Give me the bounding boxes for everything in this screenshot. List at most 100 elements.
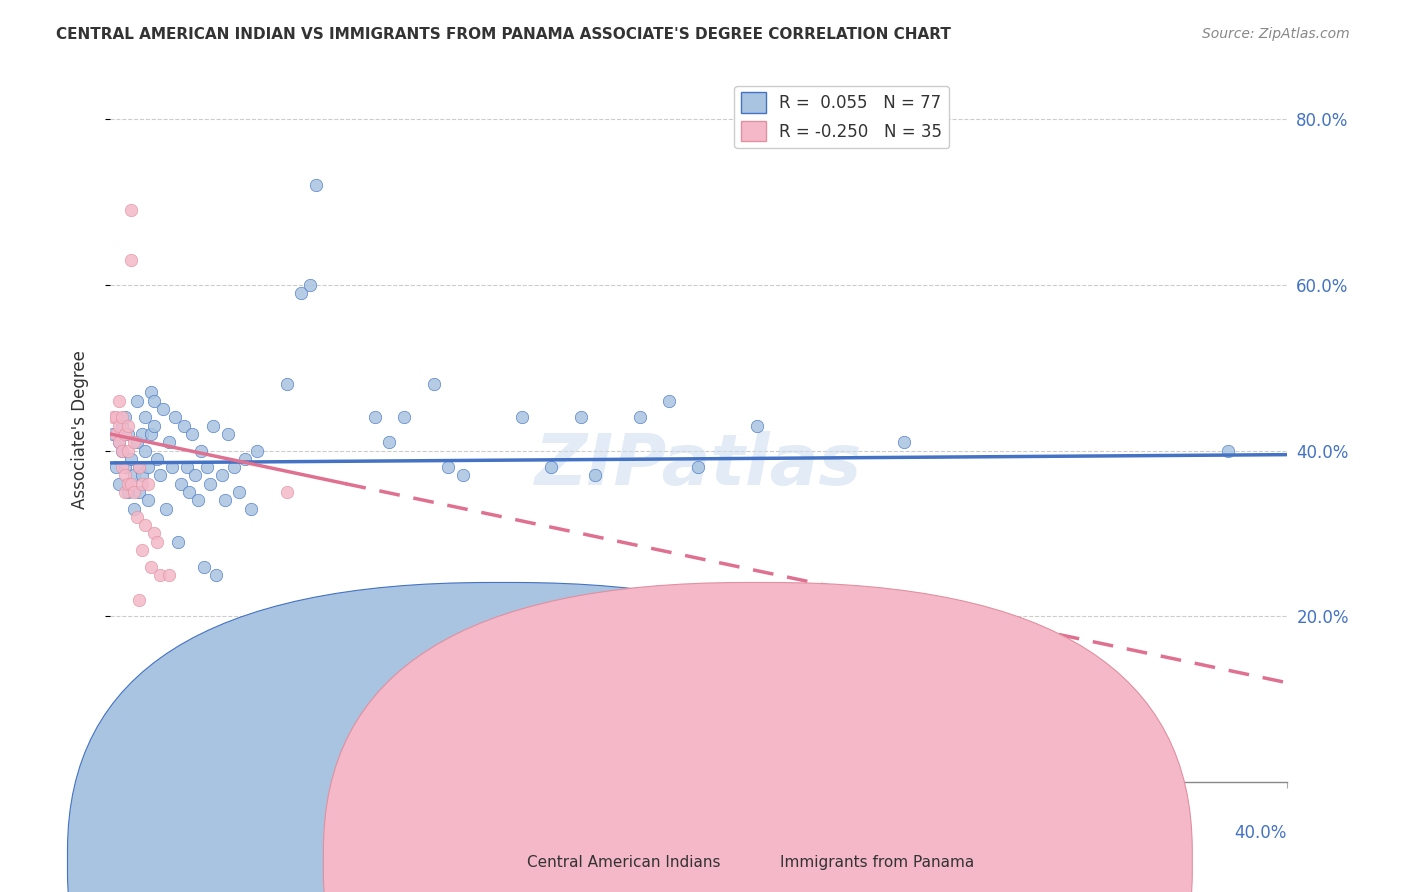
Point xyxy=(104,460,127,475)
Point xyxy=(108,435,131,450)
Point xyxy=(202,418,225,433)
Point xyxy=(240,501,263,516)
Point xyxy=(290,617,312,632)
Legend: R =  0.055   N = 77, R = -0.250   N = 35: R = 0.055 N = 77, R = -0.250 N = 35 xyxy=(734,86,949,148)
Point xyxy=(176,460,198,475)
Point xyxy=(299,277,322,292)
Point xyxy=(134,410,156,425)
Text: Central American Indians: Central American Indians xyxy=(527,855,721,870)
Point xyxy=(195,460,218,475)
Point xyxy=(292,617,315,632)
Point xyxy=(111,418,134,433)
Point xyxy=(305,178,328,193)
Point xyxy=(128,485,150,500)
Point xyxy=(128,460,150,475)
Point xyxy=(688,460,710,475)
Point xyxy=(169,476,191,491)
Point xyxy=(540,460,562,475)
Point xyxy=(276,377,298,392)
Point xyxy=(111,410,134,425)
Point xyxy=(136,493,159,508)
Point xyxy=(122,468,145,483)
Point xyxy=(246,443,269,458)
Point xyxy=(114,485,136,500)
Text: Immigrants from Panama: Immigrants from Panama xyxy=(780,855,974,870)
Point xyxy=(555,584,578,599)
Point xyxy=(117,443,139,458)
Point xyxy=(228,485,250,500)
Point xyxy=(136,460,159,475)
Point xyxy=(214,493,236,508)
Point xyxy=(628,410,651,425)
Point xyxy=(146,451,169,466)
Point xyxy=(364,410,387,425)
Point xyxy=(125,435,148,450)
Point xyxy=(114,426,136,441)
Y-axis label: Associate's Degree: Associate's Degree xyxy=(72,351,89,509)
Point xyxy=(193,559,215,574)
Point xyxy=(141,426,163,441)
Point xyxy=(149,468,172,483)
Point xyxy=(276,485,298,500)
Text: 40.0%: 40.0% xyxy=(1234,824,1286,842)
Point xyxy=(120,203,142,218)
Point xyxy=(155,501,177,516)
Point xyxy=(378,435,401,450)
Point xyxy=(114,468,136,483)
Point xyxy=(1216,443,1239,458)
Point xyxy=(131,468,153,483)
Point xyxy=(211,468,233,483)
Point xyxy=(181,426,204,441)
Point xyxy=(392,410,415,425)
Point xyxy=(122,485,145,500)
FancyBboxPatch shape xyxy=(323,582,1192,892)
Point xyxy=(510,410,533,425)
Point xyxy=(235,451,257,466)
Point xyxy=(141,385,163,400)
Point xyxy=(149,567,172,582)
Point xyxy=(101,426,124,441)
Point xyxy=(166,534,188,549)
Point xyxy=(114,460,136,475)
Point xyxy=(108,393,131,408)
Point xyxy=(163,410,186,425)
Point xyxy=(114,410,136,425)
Point xyxy=(217,426,239,441)
Point xyxy=(134,518,156,533)
Point xyxy=(422,377,444,392)
Point xyxy=(143,418,166,433)
Point xyxy=(152,402,174,417)
Point xyxy=(120,252,142,267)
Point xyxy=(222,460,245,475)
Point xyxy=(101,410,124,425)
Point xyxy=(569,410,592,425)
Point xyxy=(111,443,134,458)
Point xyxy=(122,435,145,450)
Point xyxy=(136,476,159,491)
Point xyxy=(131,476,153,491)
Point xyxy=(117,485,139,500)
Point xyxy=(437,460,460,475)
Point xyxy=(205,567,228,582)
Point xyxy=(141,559,163,574)
Point xyxy=(893,435,915,450)
Point xyxy=(173,418,195,433)
Point xyxy=(157,435,180,450)
Point xyxy=(128,592,150,607)
Point xyxy=(117,476,139,491)
Point xyxy=(117,418,139,433)
Point xyxy=(198,476,221,491)
Point xyxy=(747,418,769,433)
Point xyxy=(187,493,209,508)
Point xyxy=(146,534,169,549)
FancyBboxPatch shape xyxy=(67,582,936,892)
Text: Source: ZipAtlas.com: Source: ZipAtlas.com xyxy=(1202,27,1350,41)
Point xyxy=(108,435,131,450)
Point xyxy=(179,485,201,500)
Point xyxy=(134,443,156,458)
Point xyxy=(160,460,183,475)
Point xyxy=(157,567,180,582)
Text: CENTRAL AMERICAN INDIAN VS IMMIGRANTS FROM PANAMA ASSOCIATE'S DEGREE CORRELATION: CENTRAL AMERICAN INDIAN VS IMMIGRANTS FR… xyxy=(56,27,950,42)
Point xyxy=(190,443,212,458)
Text: 0.0%: 0.0% xyxy=(110,824,152,842)
